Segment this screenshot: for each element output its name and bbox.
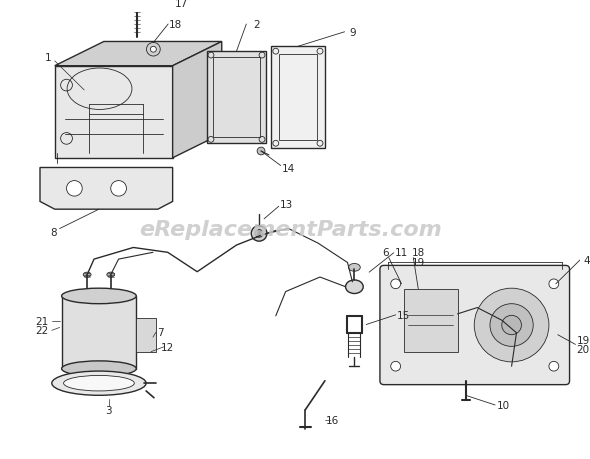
Text: 12: 12 [161, 342, 174, 352]
Text: 18: 18 [168, 20, 182, 30]
Polygon shape [173, 42, 222, 158]
Polygon shape [61, 297, 136, 369]
Bar [278, 55, 317, 141]
Polygon shape [55, 67, 173, 158]
Text: 13: 13 [280, 200, 293, 210]
Circle shape [549, 280, 559, 289]
Circle shape [549, 362, 559, 371]
Text: 1: 1 [44, 53, 51, 63]
Circle shape [391, 362, 401, 371]
Bar [404, 289, 458, 352]
Ellipse shape [349, 264, 360, 272]
Text: 8: 8 [50, 228, 57, 238]
Ellipse shape [61, 289, 136, 304]
Ellipse shape [83, 273, 91, 277]
Circle shape [490, 304, 533, 347]
Ellipse shape [61, 361, 136, 376]
Ellipse shape [52, 371, 146, 396]
Text: eReplacementParts.com: eReplacementParts.com [139, 219, 442, 239]
Circle shape [255, 230, 263, 238]
Text: 11: 11 [395, 247, 408, 257]
Text: 9: 9 [349, 28, 356, 38]
Polygon shape [207, 52, 266, 144]
Bar [136, 318, 156, 352]
Ellipse shape [346, 280, 363, 294]
Circle shape [150, 47, 156, 53]
Circle shape [474, 289, 549, 362]
FancyBboxPatch shape [380, 266, 569, 385]
Circle shape [391, 280, 401, 289]
Text: 22: 22 [35, 325, 48, 336]
Text: 19: 19 [412, 257, 425, 267]
Circle shape [146, 43, 160, 57]
Polygon shape [55, 42, 222, 67]
Circle shape [67, 181, 82, 196]
Text: 10: 10 [496, 400, 510, 410]
Text: 20: 20 [577, 345, 590, 354]
Circle shape [502, 316, 522, 335]
Text: 16: 16 [326, 414, 339, 425]
Text: 15: 15 [397, 310, 410, 320]
Text: 17: 17 [175, 0, 188, 9]
Text: 14: 14 [282, 164, 295, 174]
Bar [213, 58, 260, 138]
Circle shape [111, 181, 126, 196]
Circle shape [257, 148, 265, 156]
Text: 3: 3 [106, 405, 112, 415]
Text: 7: 7 [158, 328, 164, 337]
Text: 21: 21 [35, 316, 48, 326]
Text: 6: 6 [382, 247, 389, 257]
Circle shape [251, 226, 267, 241]
Ellipse shape [64, 375, 135, 391]
Text: 4: 4 [584, 255, 590, 265]
Polygon shape [40, 168, 173, 210]
Ellipse shape [107, 273, 114, 277]
Polygon shape [271, 47, 325, 149]
Text: 19: 19 [576, 335, 590, 345]
Text: 2: 2 [253, 20, 260, 30]
Text: 18: 18 [412, 247, 425, 257]
